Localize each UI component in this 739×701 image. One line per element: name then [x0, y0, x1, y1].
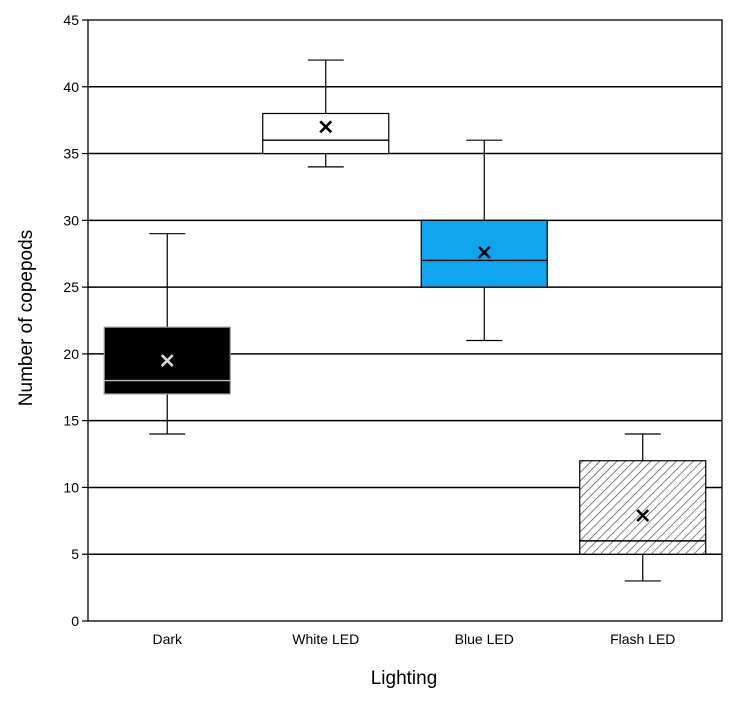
- box-dark: [103, 233, 231, 435]
- x-category-label: White LED: [292, 631, 359, 647]
- mean-marker: [319, 120, 333, 134]
- iqr-box: [579, 460, 707, 555]
- y-tick-label-45: 45: [63, 12, 79, 28]
- y-tick-label-10: 10: [63, 479, 79, 495]
- y-tick-label-5: 5: [71, 546, 79, 562]
- x-category-label: Flash LED: [610, 631, 675, 647]
- y-tick-label-0: 0: [71, 613, 79, 629]
- y-axis-title: Number of copepods: [16, 230, 37, 406]
- x-category-label: Blue LED: [455, 631, 514, 647]
- y-tick-label-20: 20: [63, 346, 79, 362]
- x-axis-categories: Dark White LED Blue LED Flash LED: [152, 631, 675, 647]
- box-flash-led: [579, 433, 707, 582]
- y-tick-label-40: 40: [63, 79, 79, 95]
- mean-marker: [160, 354, 174, 367]
- mean-marker: [477, 245, 491, 259]
- mean-marker: [636, 509, 650, 522]
- y-tick-label-15: 15: [63, 413, 79, 429]
- x-axis-title: Lighting: [371, 668, 438, 689]
- x-category-label: Dark: [152, 631, 183, 647]
- y-tick-label-35: 35: [63, 146, 79, 162]
- iqr-box: [262, 112, 390, 155]
- y-tick-label-25: 25: [63, 279, 79, 295]
- y-tick-label-30: 30: [63, 212, 79, 228]
- box-blue-led: [420, 139, 548, 342]
- boxes: [103, 59, 707, 582]
- plot-frame: [87, 19, 723, 622]
- plot-border: [87, 19, 723, 622]
- y-axis-ticks: 0 5 10 15 20 25 30 35 40 45: [63, 12, 88, 629]
- box-white-led: [262, 59, 390, 168]
